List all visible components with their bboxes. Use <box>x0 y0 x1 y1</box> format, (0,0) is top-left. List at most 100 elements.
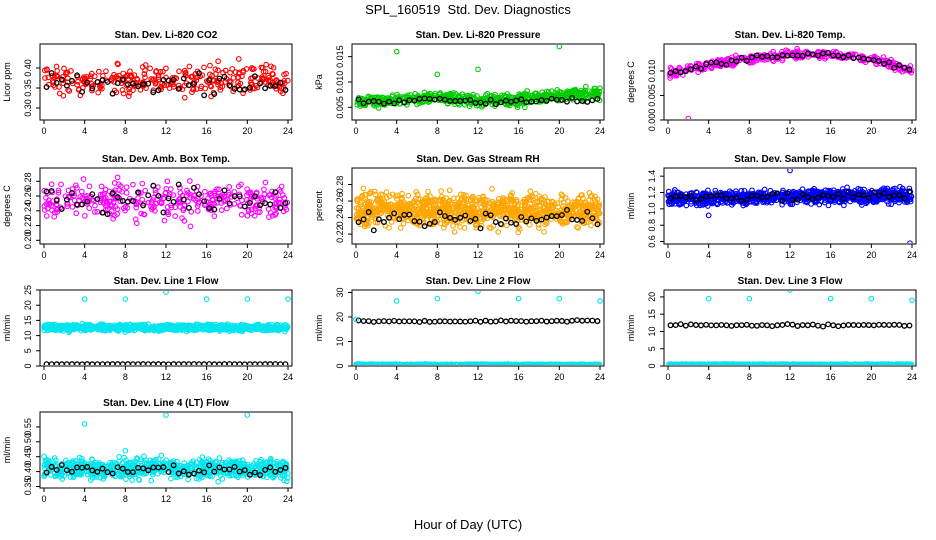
data-point <box>150 194 157 201</box>
data-point <box>779 197 786 204</box>
data-point <box>126 90 133 96</box>
data-point <box>553 213 560 220</box>
data-point <box>109 90 116 97</box>
data-point <box>246 84 253 91</box>
data-point <box>401 99 408 106</box>
data-point <box>207 71 213 78</box>
data-point <box>211 201 218 207</box>
data-point <box>255 209 261 215</box>
data-point <box>392 204 399 211</box>
data-point <box>355 96 362 103</box>
data-point <box>524 194 531 201</box>
data-point <box>442 213 448 220</box>
data-point <box>246 324 252 331</box>
data-point <box>244 296 251 302</box>
data-point <box>594 221 601 228</box>
data-point <box>774 190 781 197</box>
data-point <box>672 68 679 75</box>
data-point <box>149 204 156 211</box>
data-point <box>222 67 229 74</box>
data-point <box>123 189 130 196</box>
data-point <box>102 186 109 193</box>
data-point <box>457 224 463 230</box>
data-point <box>799 191 806 198</box>
data-point <box>171 326 178 333</box>
subplot-title: Stan. Dev. Li-820 Pressure <box>416 30 541 41</box>
data-point <box>241 203 248 210</box>
data-point <box>694 60 700 67</box>
y-tick-label: 0.8 <box>647 219 657 232</box>
data-point <box>860 192 867 199</box>
data-point <box>542 194 548 200</box>
x-tick-label: 24 <box>283 372 293 382</box>
data-point <box>424 205 430 212</box>
data-point <box>155 87 162 94</box>
data-point <box>779 48 785 55</box>
y-tick-label: 1.2 <box>647 186 657 199</box>
data-point <box>583 205 590 212</box>
data-point <box>86 205 93 211</box>
x-tick-label: 24 <box>283 126 293 136</box>
data-point <box>754 52 760 59</box>
data-point <box>411 97 418 104</box>
data-point <box>570 87 576 94</box>
data-point <box>238 181 244 188</box>
x-tick-label: 20 <box>554 372 564 382</box>
data-point <box>375 209 381 215</box>
y-tick-label: 0.22 <box>335 225 345 243</box>
data-point <box>381 219 387 225</box>
data-point <box>204 321 211 328</box>
data-point <box>703 200 710 207</box>
x-tick-label: 8 <box>435 126 440 136</box>
x-tick-label: 12 <box>785 250 795 260</box>
data-point <box>446 198 452 205</box>
data-point <box>152 77 159 84</box>
data-point <box>142 187 149 194</box>
data-point <box>420 201 426 207</box>
data-point <box>212 66 219 73</box>
data-point <box>83 80 90 87</box>
data-point <box>764 193 771 200</box>
data-point <box>87 73 94 80</box>
data-point <box>377 196 384 203</box>
x-tick-label: 16 <box>514 126 524 136</box>
y-axis-label: percent <box>314 190 324 221</box>
data-point <box>569 94 575 101</box>
data-point <box>840 195 847 202</box>
data-point <box>207 190 214 197</box>
data-point <box>130 80 136 87</box>
data-points <box>665 169 915 243</box>
y-tick-label: 0.40 <box>23 59 33 77</box>
y-tick-label: 20 <box>23 300 33 310</box>
data-point <box>379 191 386 198</box>
data-point <box>425 188 431 195</box>
data-point <box>442 96 448 103</box>
data-point <box>61 65 67 72</box>
data-point <box>226 82 233 89</box>
data-point <box>140 202 147 209</box>
x-tick-label: 16 <box>202 372 212 382</box>
data-point <box>127 68 133 75</box>
data-point <box>396 97 403 104</box>
data-point <box>111 180 118 186</box>
data-point <box>667 195 674 202</box>
data-point <box>191 81 197 87</box>
data-point <box>463 192 469 199</box>
x-tick-label: 12 <box>161 250 171 260</box>
data-point <box>870 199 877 206</box>
data-point <box>145 192 152 199</box>
data-point <box>55 187 62 194</box>
data-point <box>794 196 801 203</box>
data-point <box>677 69 684 76</box>
plot-frame <box>351 43 605 121</box>
data-point <box>503 97 509 104</box>
data-point <box>87 75 94 82</box>
data-point <box>360 216 367 223</box>
data-point <box>534 199 541 205</box>
x-tick-label: 0 <box>353 126 358 136</box>
y-tick-label: 0.24 <box>23 202 33 220</box>
y-tick-label: 15 <box>23 315 33 325</box>
data-point <box>277 204 284 211</box>
data-point <box>809 196 816 203</box>
y-tick-label: 25 <box>23 285 33 295</box>
